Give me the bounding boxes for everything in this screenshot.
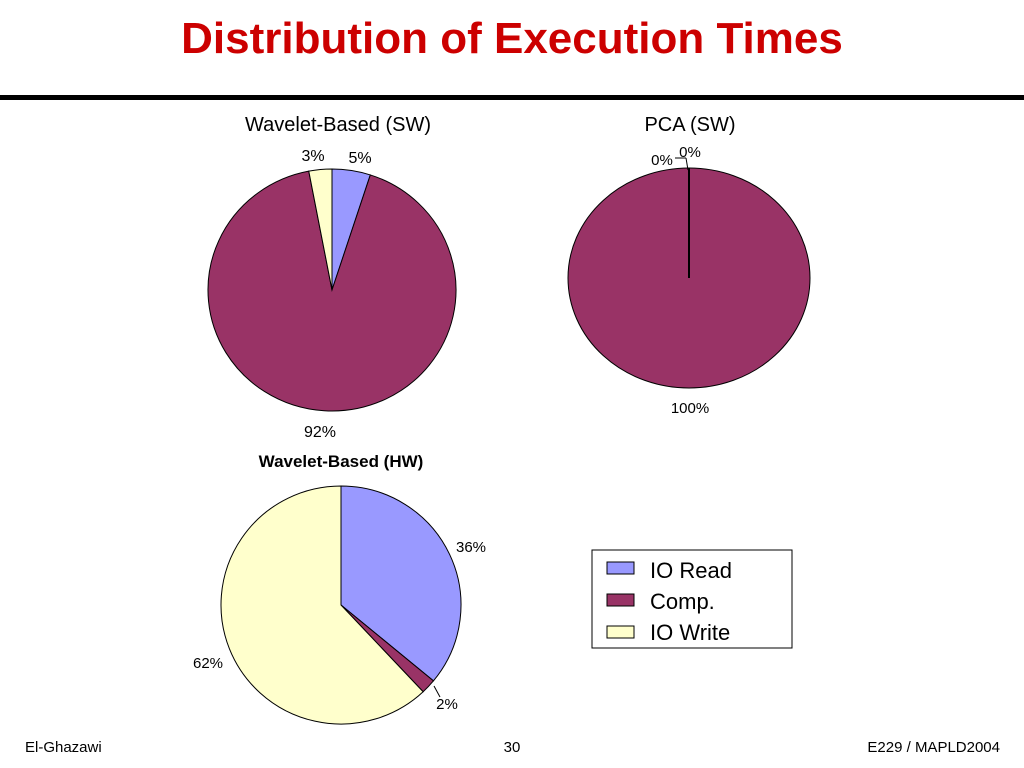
title-rule [0, 95, 1024, 100]
pie-chart-wavelet-hw: Wavelet-Based (HW) 36% 2% 62% [193, 452, 486, 725]
pie-slice-io-write [308, 168, 333, 291]
legend-label-io-read: IO Read [650, 558, 732, 583]
data-label-io-write: 62% [193, 655, 223, 672]
pie-slices [207, 168, 457, 412]
legend: IO Read Comp. IO Write [591, 549, 793, 649]
pie-slice-io-write [220, 485, 424, 725]
legend-swatch-comp [606, 593, 635, 607]
data-label-io-write: 3% [301, 148, 324, 165]
pie-chart-wavelet-sw: Wavelet-Based (SW) 5% 3% 92% [207, 114, 457, 441]
data-label-comp: 92% [304, 424, 336, 441]
leader-line [433, 685, 441, 698]
data-label-comp: 100% [671, 400, 709, 417]
pie-chart-pca-sw: PCA (SW) 0% 0% 100% [567, 114, 811, 417]
legend-swatch-io-write [606, 625, 635, 639]
data-label-io-read: 5% [348, 150, 371, 167]
legend-label-comp: Comp. [650, 589, 715, 614]
data-label-comp: 2% [436, 696, 458, 713]
footer-page-number: 30 [503, 739, 521, 756]
footer-author: El-Ghazawi [25, 739, 102, 756]
chart-title: Wavelet-Based (HW) [259, 452, 424, 471]
legend-swatch-io-read [606, 561, 635, 575]
data-label-io-write: 0% [679, 144, 701, 161]
pie-slices [220, 485, 462, 725]
leader-line [685, 157, 689, 171]
legend-label-io-write: IO Write [650, 620, 730, 645]
chart-title: PCA (SW) [644, 114, 735, 136]
chart-title: Wavelet-Based (SW) [245, 114, 431, 136]
slide-title: Distribution of Execution Times [181, 14, 843, 63]
footer-conference: E229 / MAPLD2004 [867, 739, 1000, 756]
pie-slice-comp [207, 170, 457, 412]
data-label-io-read: 0% [651, 152, 673, 169]
pie-slices [567, 167, 811, 389]
pie-slice-io-read [340, 485, 462, 682]
data-label-io-read: 36% [456, 539, 486, 556]
